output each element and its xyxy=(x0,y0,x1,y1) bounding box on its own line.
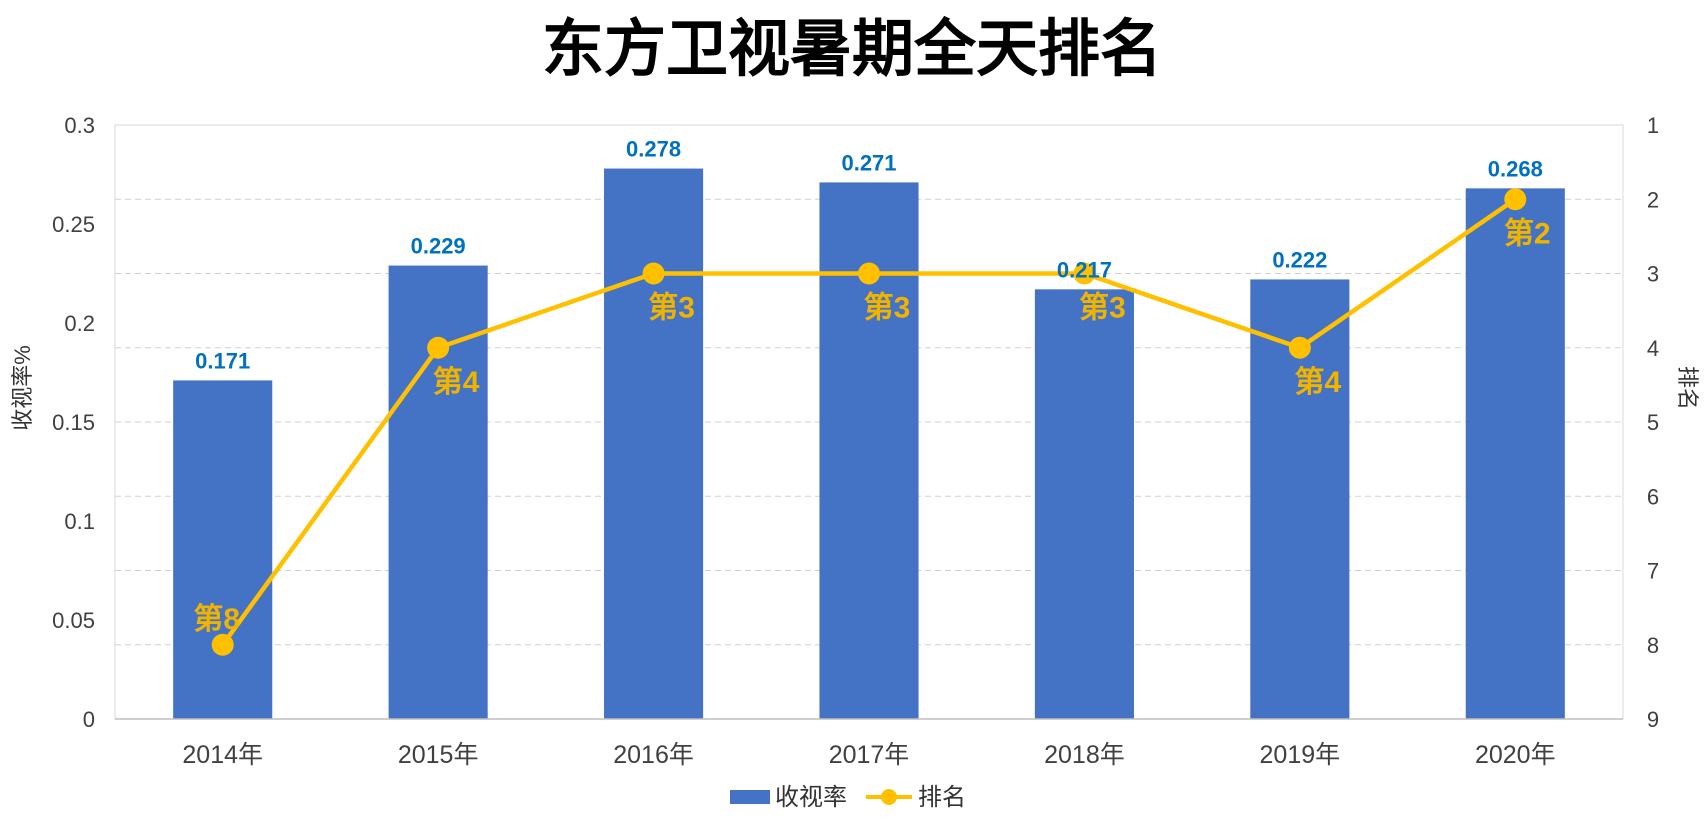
bar-2018年 xyxy=(1034,289,1134,719)
rank-point-2014年 xyxy=(211,633,234,656)
x-tick-label: 2016年 xyxy=(613,741,694,769)
x-tick-label: 2020年 xyxy=(1475,741,1556,769)
data-labels: 0.171 0.229 0.278 0.271 0.217 0.222 0.268 第8 第4 第… xyxy=(193,137,1550,636)
rank-label: 第2 xyxy=(1504,216,1551,250)
bar-value-label: 0.271 xyxy=(841,150,896,175)
rank-label: 第3 xyxy=(648,291,695,325)
y-right-tick-label: 7 xyxy=(1647,559,1659,584)
bar-value-label: 0.217 xyxy=(1057,257,1112,282)
y-axis-right-label: 排名 xyxy=(1675,366,1700,410)
chart-title: 东方卫视暑期全天排名 xyxy=(542,12,1162,85)
y-right-tick-label: 3 xyxy=(1647,262,1659,287)
x-tick-label: 2019年 xyxy=(1260,741,1341,769)
y-right-tick-label: 2 xyxy=(1647,187,1659,212)
line-series xyxy=(211,188,1527,656)
x-tick-label: 2017年 xyxy=(829,741,910,769)
x-tick-label: 2015年 xyxy=(398,741,479,769)
x-tick-label: 2018年 xyxy=(1044,741,1125,769)
axes: 0 0.05 0.1 0.15 0.2 0.25 0.3 1 2 3 4 5 6 7 8 9 2014年 2015… xyxy=(52,113,1659,769)
y-left-tick-label: 0.1 xyxy=(64,509,95,534)
legend-swatch-bar xyxy=(730,790,770,804)
rank-point-2020年 xyxy=(1504,188,1527,211)
rank-label: 第4 xyxy=(433,365,480,399)
bar-value-label: 0.229 xyxy=(411,234,466,259)
y-right-tick-label: 1 xyxy=(1647,113,1659,138)
y-right-tick-label: 8 xyxy=(1647,633,1659,658)
rank-label: 第3 xyxy=(864,291,911,325)
bar-2016年 xyxy=(604,168,704,719)
y-right-tick-label: 6 xyxy=(1647,484,1659,509)
legend-swatch-marker xyxy=(881,789,897,805)
legend-label-bar: 收视率 xyxy=(775,784,847,811)
y-left-tick-label: 0.15 xyxy=(52,410,95,435)
y-left-tick-label: 0 xyxy=(83,707,95,732)
x-tick-label: 2014年 xyxy=(182,741,263,769)
bar-value-label: 0.222 xyxy=(1272,247,1327,272)
y-left-tick-label: 0.3 xyxy=(64,113,95,138)
bar-2020年 xyxy=(1465,188,1565,720)
rank-point-2017年 xyxy=(858,262,880,285)
y-left-tick-label: 0.25 xyxy=(52,212,95,237)
bar-value-label: 0.278 xyxy=(626,137,681,162)
rank-point-2016年 xyxy=(642,262,665,285)
rank-point-2018年 xyxy=(1073,262,1096,285)
rank-label: 第8 xyxy=(193,602,240,636)
rank-label: 第4 xyxy=(1295,365,1342,399)
bar-value-label: 0.171 xyxy=(195,348,250,373)
rank-point-2015年 xyxy=(427,336,450,359)
y-left-tick-label: 0.05 xyxy=(52,608,95,633)
bar-series xyxy=(173,168,1565,720)
y-left-tick-label: 0.2 xyxy=(64,311,95,336)
y-axis-left-label: 收视率% xyxy=(10,345,35,431)
y-right-tick-label: 5 xyxy=(1647,410,1659,435)
bar-value-label: 0.268 xyxy=(1488,156,1543,181)
bar-2014年 xyxy=(173,380,273,719)
legend: 收视率 排名 xyxy=(730,784,966,811)
legend-label-line: 排名 xyxy=(918,784,966,811)
rank-label: 第3 xyxy=(1079,291,1126,325)
rank-point-2019年 xyxy=(1288,336,1311,359)
y-right-tick-label: 4 xyxy=(1647,336,1659,361)
y-right-tick-label: 9 xyxy=(1647,707,1659,732)
